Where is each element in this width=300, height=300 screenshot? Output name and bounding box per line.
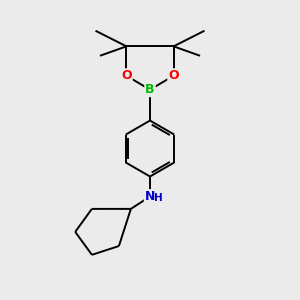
Text: O: O [121,69,132,82]
Text: H: H [154,193,163,203]
Text: O: O [168,69,179,82]
Text: B: B [145,83,155,96]
Text: N: N [145,190,155,203]
